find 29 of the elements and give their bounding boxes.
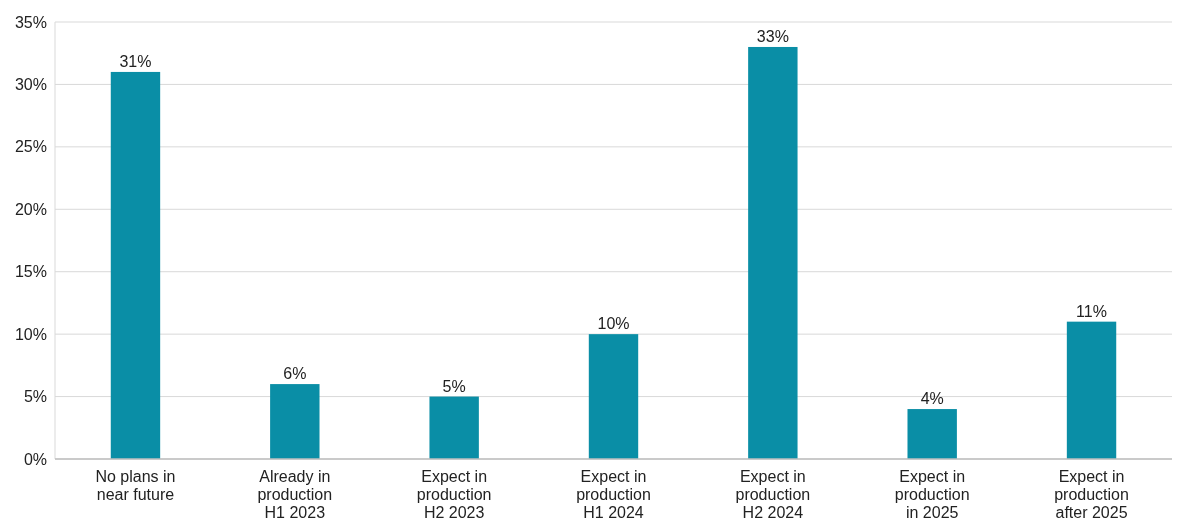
data-label: 33% (756, 27, 789, 45)
x-tick-label: Expect in production in 2025 (894, 468, 970, 521)
y-tick-label: 25% (14, 138, 47, 156)
y-tick-label: 20% (14, 200, 47, 218)
bar (907, 409, 957, 459)
bar (429, 396, 479, 459)
bar (588, 334, 639, 459)
y-tick-label: 0% (23, 450, 47, 468)
y-tick-label: 15% (14, 263, 47, 281)
y-tick-label: 35% (14, 13, 47, 31)
bar (110, 71, 161, 459)
bar (748, 46, 798, 459)
data-label: 11% (1076, 302, 1107, 320)
x-tick-label: Expect in production H2 2023 (416, 468, 492, 521)
data-label: 31% (119, 52, 152, 70)
x-tick-label: No plans in near future (95, 468, 176, 503)
bar (1066, 321, 1117, 459)
x-tick-label: Expect in production H2 2024 (735, 468, 811, 521)
x-tick-label: Expect in production H1 2024 (576, 468, 651, 521)
data-label: 5% (442, 377, 466, 395)
bar (270, 384, 320, 459)
y-tick-label: 30% (14, 76, 47, 94)
data-label: 4% (920, 390, 944, 408)
y-tick-label: 5% (23, 388, 47, 406)
data-label: 10% (597, 315, 630, 333)
x-tick-label: Expect in production after 2025 (1054, 468, 1129, 521)
x-tick-label: Already in production H1 2023 (257, 468, 333, 521)
y-tick-label: 10% (14, 325, 47, 343)
data-label: 6% (283, 365, 307, 383)
